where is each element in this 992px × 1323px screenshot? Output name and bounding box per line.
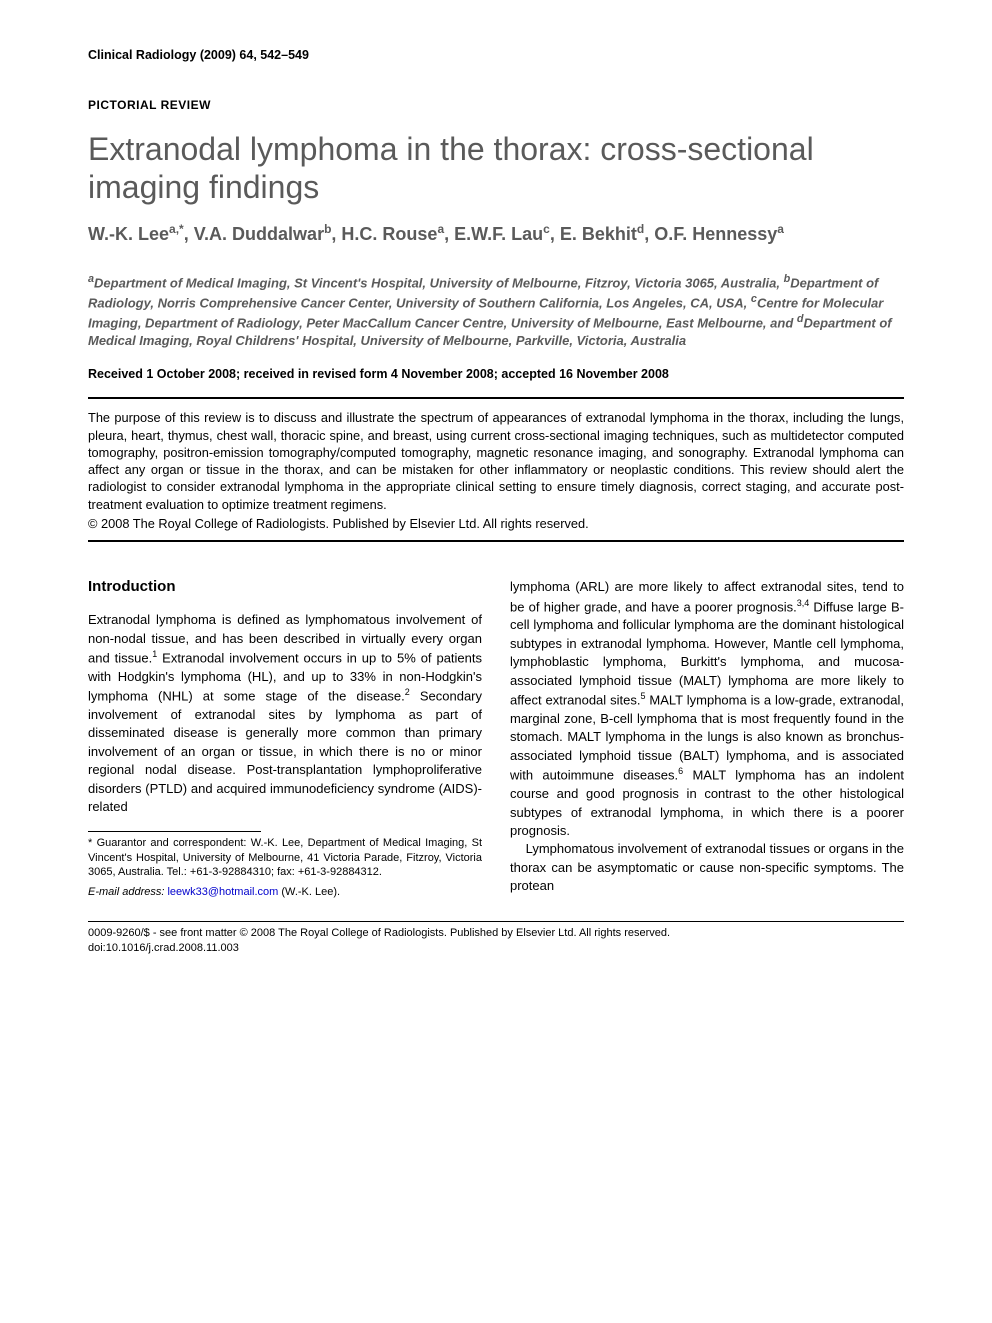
page-bottom-divider xyxy=(88,921,904,922)
front-matter-line: 0009-9260/$ - see front matter © 2008 Th… xyxy=(88,926,904,941)
abstract-copyright: © 2008 The Royal College of Radiologists… xyxy=(88,515,904,532)
email-label: E-mail address: xyxy=(88,886,164,898)
running-head: Clinical Radiology (2009) 64, 542–549 xyxy=(88,48,904,62)
intro-para-1-cont: lymphoma (ARL) are more likely to affect… xyxy=(510,578,904,840)
doi-line: doi:10.1016/j.crad.2008.11.003 xyxy=(88,941,904,956)
divider-top xyxy=(88,397,904,399)
correspondent-email-link[interactable]: leewk33@hotmail.com xyxy=(167,886,278,898)
article-type: PICTORIAL REVIEW xyxy=(88,98,904,112)
email-tail: (W.-K. Lee). xyxy=(281,886,340,898)
column-right: lymphoma (ARL) are more likely to affect… xyxy=(510,578,904,901)
intro-para-1: Extranodal lymphoma is defined as lympho… xyxy=(88,611,482,817)
section-heading-introduction: Introduction xyxy=(88,578,482,595)
correspondent-email-line: E-mail address: leewk33@hotmail.com (W.-… xyxy=(88,884,482,901)
footnote-divider xyxy=(88,831,261,832)
abstract-text: The purpose of this review is to discuss… xyxy=(88,409,904,513)
article-history: Received 1 October 2008; received in rev… xyxy=(88,367,904,381)
affiliations: aDepartment of Medical Imaging, St Vince… xyxy=(88,272,904,349)
authors-list: W.-K. Leea,*, V.A. Duddalwarb, H.C. Rous… xyxy=(88,221,904,246)
column-left: Introduction Extranodal lymphoma is defi… xyxy=(88,578,482,901)
correspondent-footnote: * Guarantor and correspondent: W.-K. Lee… xyxy=(88,836,482,881)
article-title: Extranodal lymphoma in the thorax: cross… xyxy=(88,130,904,207)
intro-para-2: Lymphomatous involvement of extranodal t… xyxy=(510,840,904,895)
divider-bottom xyxy=(88,540,904,542)
body-columns: Introduction Extranodal lymphoma is defi… xyxy=(88,578,904,901)
